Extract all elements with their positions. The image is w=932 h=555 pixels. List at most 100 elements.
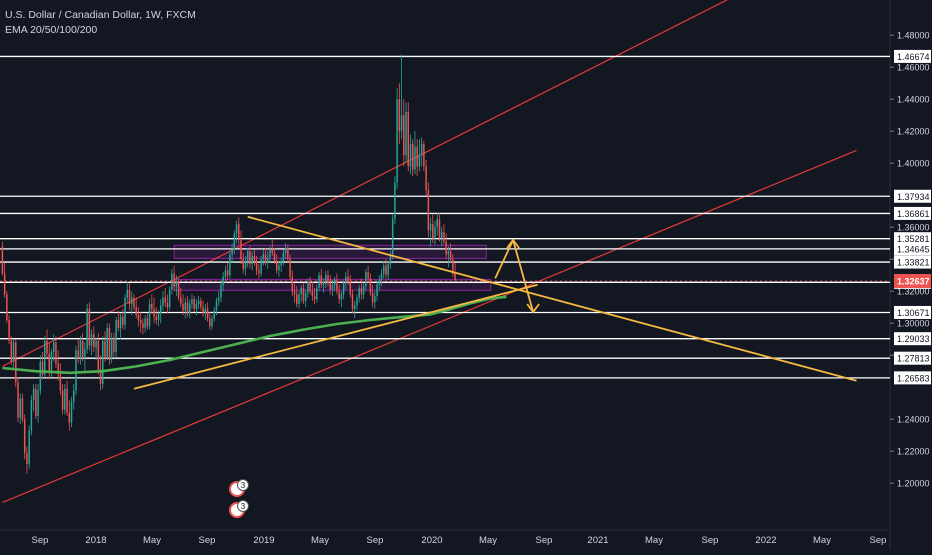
level-label: 1.29033 — [897, 334, 930, 344]
candle-body — [409, 144, 412, 167]
level-label: 1.30671 — [897, 308, 930, 318]
candle-body — [289, 259, 291, 277]
projection-path — [494, 239, 534, 313]
level-label: 1.37934 — [897, 192, 930, 202]
candle-body — [356, 297, 358, 306]
event-count-badge — [237, 479, 249, 491]
candle-body — [86, 308, 88, 349]
candle-body — [333, 280, 336, 285]
candle-body — [336, 280, 338, 292]
y-tick-label: 1.48000 — [897, 31, 930, 41]
candle-body — [405, 112, 407, 156]
candle-body — [39, 361, 42, 391]
level-label: 1.33821 — [897, 258, 930, 268]
level-label-box — [894, 371, 931, 385]
level-label-box — [894, 242, 931, 256]
candle-body — [15, 342, 17, 383]
y-tick-label: 1.24000 — [897, 415, 930, 425]
candle-body — [55, 342, 57, 364]
candle-body — [293, 291, 296, 295]
candle-body — [452, 259, 454, 274]
candle-body — [298, 294, 300, 304]
candle-body — [291, 276, 294, 292]
candle-body — [151, 304, 153, 309]
candle-body — [180, 297, 182, 304]
candle-body — [287, 248, 289, 260]
candle-body — [124, 297, 126, 325]
x-tick-label: May — [813, 535, 831, 546]
candle-body — [193, 299, 195, 309]
candle-body — [224, 270, 227, 277]
candle-body — [396, 99, 398, 183]
projection-arrow-down — [526, 303, 540, 314]
candle-body — [382, 265, 385, 274]
candle-body — [251, 256, 253, 264]
candle-body — [313, 296, 316, 300]
candle-body — [128, 289, 131, 304]
candle-body — [425, 166, 427, 191]
candle-body — [271, 249, 273, 253]
candle-body — [258, 270, 260, 274]
y-tick-label: 1.32000 — [897, 287, 930, 297]
candle-body — [376, 284, 378, 296]
candle-body — [220, 284, 222, 298]
candle-body — [155, 316, 158, 320]
candle-body — [177, 281, 180, 298]
candle-body — [130, 297, 133, 304]
candle-body — [64, 388, 66, 410]
candle-body — [304, 292, 307, 301]
candle-body — [353, 305, 356, 309]
candle-body — [338, 291, 340, 300]
candle-body — [229, 254, 231, 276]
candle-body — [184, 302, 187, 311]
candle-body — [146, 318, 149, 327]
event-count-label: 3 — [241, 481, 246, 490]
candle-body — [106, 328, 108, 357]
last-price-box — [894, 274, 931, 289]
candle-body — [380, 273, 383, 280]
candle-body — [137, 315, 140, 320]
candle-body — [327, 275, 329, 284]
candle-body — [188, 304, 191, 314]
candle-body — [226, 270, 229, 276]
x-tick-label: 2018 — [85, 535, 106, 546]
x-tick-label: 2021 — [587, 535, 608, 546]
level-label-box — [894, 255, 931, 269]
candle-body — [340, 294, 343, 300]
candle-body — [88, 308, 91, 346]
candle-body — [260, 259, 262, 274]
candle-body — [269, 249, 271, 258]
candle-body — [171, 273, 173, 290]
projection-arrow-up — [506, 238, 520, 249]
candle-body — [204, 308, 207, 314]
candle-body — [61, 390, 64, 410]
level-label: 1.35281 — [897, 234, 930, 244]
candle-body — [418, 155, 421, 167]
candle-body — [262, 254, 265, 260]
candle-body — [81, 340, 84, 357]
y-tick-label: 1.30000 — [897, 319, 930, 329]
candle-body — [400, 115, 403, 132]
x-tick-label: 2020 — [421, 535, 442, 546]
event-count-badge — [237, 500, 249, 512]
level-label: 1.34645 — [897, 244, 930, 254]
candle-body — [278, 265, 280, 271]
event-marker-2[interactable]: 3 — [229, 500, 249, 518]
x-tick-label: Sep — [32, 535, 49, 546]
level-label-box — [894, 305, 931, 319]
level-label-box — [894, 206, 931, 220]
candle-body — [99, 369, 102, 384]
candle-body — [414, 147, 416, 170]
candle-body — [59, 374, 62, 391]
candle-body — [93, 334, 95, 348]
candle-body — [447, 251, 450, 255]
candle-body — [302, 288, 305, 301]
candle-body — [157, 313, 160, 320]
candle-body — [175, 281, 178, 287]
candle-body — [206, 308, 209, 319]
event-marker-1[interactable]: 3 — [229, 479, 249, 497]
candle-body — [97, 340, 100, 370]
candle-body — [110, 337, 113, 360]
x-tick-label: Sep — [367, 535, 384, 546]
